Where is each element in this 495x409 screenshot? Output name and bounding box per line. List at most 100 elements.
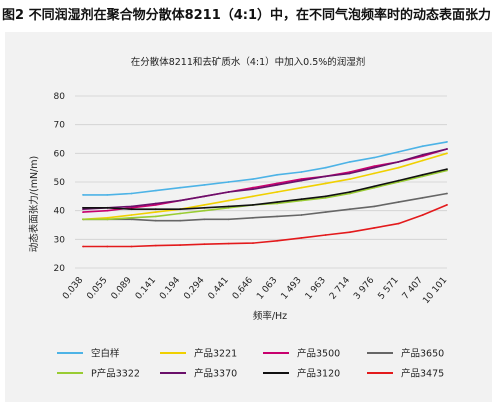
data-point bbox=[179, 212, 182, 215]
x-tick-label: 0.646 bbox=[231, 275, 255, 301]
legend-label: P产品3322 bbox=[91, 368, 140, 380]
data-point bbox=[300, 179, 303, 182]
x-axis-label: 频率/Hz bbox=[253, 310, 287, 322]
data-point bbox=[397, 179, 400, 182]
data-point bbox=[130, 206, 133, 209]
x-tick-label: 0.055 bbox=[85, 276, 109, 302]
data-point bbox=[106, 216, 109, 219]
data-point bbox=[252, 195, 254, 198]
data-point bbox=[227, 181, 230, 183]
data-point bbox=[324, 175, 327, 178]
series-line bbox=[83, 204, 448, 248]
legend: 空白样 产品3221 产品3500 产品3650 P产品3322 产品3370 产品3120… bbox=[57, 348, 444, 380]
data-point bbox=[203, 209, 206, 212]
data-point bbox=[373, 156, 376, 159]
data-point bbox=[154, 189, 157, 192]
series-line bbox=[83, 192, 448, 222]
data-point bbox=[130, 192, 133, 195]
data-point bbox=[276, 215, 278, 218]
data-point bbox=[276, 201, 278, 204]
x-tick-label: 0.141 bbox=[134, 276, 158, 302]
data-point bbox=[373, 165, 376, 168]
data-point bbox=[421, 196, 424, 199]
data-point bbox=[446, 192, 448, 195]
data-point bbox=[179, 244, 182, 247]
data-point bbox=[276, 184, 278, 186]
data-point bbox=[252, 216, 254, 219]
data-point bbox=[300, 214, 303, 216]
data-point bbox=[227, 199, 230, 202]
data-point bbox=[300, 178, 303, 181]
data-point bbox=[130, 205, 133, 208]
data-point bbox=[373, 166, 376, 169]
data-point bbox=[397, 222, 400, 225]
data-point bbox=[421, 153, 424, 156]
x-tick-label: 1 063 bbox=[255, 276, 279, 302]
legend-label: 产品3500 bbox=[297, 348, 340, 360]
data-point bbox=[276, 191, 278, 193]
data-point bbox=[446, 152, 448, 155]
data-point bbox=[130, 245, 133, 248]
data-point bbox=[300, 199, 303, 202]
data-point bbox=[106, 209, 109, 212]
data-point bbox=[446, 148, 448, 150]
data-point bbox=[154, 211, 157, 214]
data-point bbox=[397, 166, 400, 169]
data-point bbox=[106, 218, 109, 221]
data-point bbox=[421, 145, 424, 148]
data-point bbox=[130, 216, 133, 219]
legend-label: 产品3120 bbox=[297, 368, 340, 380]
x-tick-label: 0.194 bbox=[158, 275, 182, 301]
y-tick-label: 30 bbox=[54, 235, 66, 245]
data-point bbox=[373, 172, 376, 175]
y-tick-label: 60 bbox=[54, 149, 66, 159]
data-point bbox=[203, 204, 206, 206]
data-point bbox=[154, 208, 157, 211]
data-point bbox=[179, 186, 182, 189]
x-tick-label: 0.294 bbox=[182, 275, 206, 301]
series-line bbox=[82, 148, 448, 210]
y-tick-label: 50 bbox=[54, 178, 66, 188]
data-point bbox=[203, 195, 206, 198]
data-point bbox=[82, 211, 84, 214]
data-point bbox=[154, 219, 157, 222]
data-point bbox=[203, 184, 206, 186]
data-point bbox=[446, 204, 448, 206]
data-point bbox=[397, 181, 400, 183]
y-tick-label: 20 bbox=[54, 264, 66, 274]
data-point bbox=[421, 173, 424, 176]
data-point bbox=[324, 166, 327, 169]
data-point bbox=[276, 173, 278, 176]
x-tick-label: 1 493 bbox=[279, 276, 303, 302]
data-point bbox=[82, 218, 84, 221]
x-tick-label: 10 101 bbox=[421, 276, 449, 307]
data-point bbox=[397, 201, 400, 204]
data-point bbox=[397, 161, 400, 163]
data-point bbox=[421, 214, 424, 216]
data-point bbox=[397, 151, 400, 153]
data-point bbox=[349, 192, 351, 195]
data-point bbox=[130, 208, 133, 211]
data-point bbox=[373, 205, 376, 208]
data-point bbox=[252, 178, 254, 181]
figure-title: 图2 不同润湿剂在聚合物分散体8211（4:1）中，在不同气泡频率时的动态表面张… bbox=[2, 8, 492, 23]
data-point bbox=[203, 218, 206, 221]
data-point bbox=[349, 231, 351, 234]
data-point bbox=[227, 242, 230, 245]
data-point bbox=[82, 245, 84, 248]
data-point bbox=[227, 218, 230, 221]
y-tick-label: 70 bbox=[54, 121, 66, 131]
data-point bbox=[252, 204, 254, 206]
data-point bbox=[276, 202, 278, 205]
data-point bbox=[154, 244, 157, 247]
legend-label: 空白样 bbox=[91, 348, 120, 360]
series-line bbox=[83, 168, 448, 210]
data-point bbox=[373, 227, 376, 229]
data-point bbox=[446, 141, 448, 143]
chart-panel: 在分散体8211和去矿质水（4:1）中加入0.5%的润湿剂 20 30 40 50 60… bbox=[5, 32, 492, 402]
data-point bbox=[227, 191, 230, 193]
data-point bbox=[421, 159, 424, 162]
legend-label: 产品3370 bbox=[194, 368, 237, 380]
x-tick-label: 0.441 bbox=[207, 276, 231, 302]
